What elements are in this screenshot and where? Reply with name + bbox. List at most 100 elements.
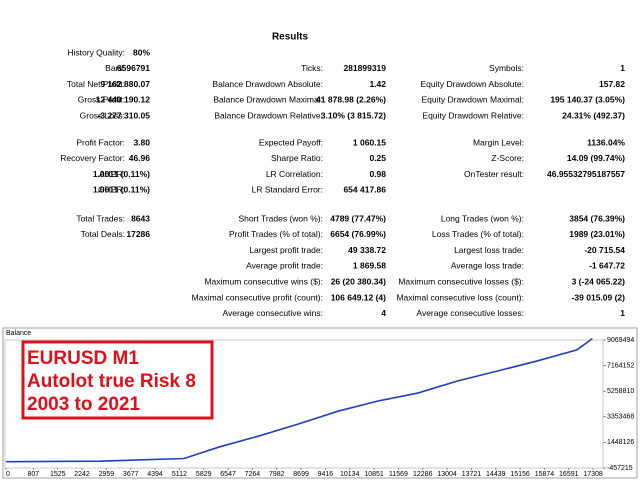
stat-label: Symbols:	[489, 63, 524, 73]
stat-label: Z-Score:	[491, 153, 524, 163]
annotation-line: EURUSD M1	[27, 348, 139, 369]
stat-label: Maximal consecutive profit (count):	[192, 292, 323, 302]
stat-value: 1	[620, 63, 625, 73]
stat-label: Total Deals:	[81, 229, 125, 239]
stat-label: Average consecutive wins:	[223, 308, 323, 318]
stat-value: 157.82	[599, 79, 625, 89]
stat-label: Loss Trades (% of total):	[432, 229, 524, 239]
stat-value: 24.31% (492.37)	[562, 110, 625, 120]
y-tick-label: -457215	[607, 465, 633, 472]
stat-value: 80%	[133, 47, 150, 57]
stat-value: 9 162 880.07	[100, 79, 150, 89]
x-tick-label: 17308	[583, 471, 603, 478]
stat-label: LR Standard Error:	[252, 185, 323, 195]
x-tick-label: 14439	[486, 471, 506, 478]
stat-value: 281899319	[343, 63, 386, 73]
stat-label: AHPR:	[99, 169, 125, 179]
stat-value: 12 440 190.12	[96, 95, 151, 105]
stat-value: 17286	[126, 229, 150, 239]
x-tick-label: 3677	[123, 471, 139, 478]
stat-value: 1.0011 (0.11%)	[93, 169, 150, 179]
y-tick-label: 5258810	[607, 388, 634, 395]
stat-value: -39 015.09 (2)	[572, 292, 626, 302]
stat-value: 1136.04%	[587, 137, 625, 147]
stat-label: Balance Drawdown Relative:	[214, 110, 323, 120]
stat-value: -1 647.72	[589, 261, 625, 271]
stat-label: Profit Trades (% of total):	[229, 229, 323, 239]
plot-area	[4, 339, 604, 469]
x-tick-label: 5829	[196, 471, 212, 478]
stat-label: Balance Drawdown Maximal:	[213, 95, 323, 105]
stat-value: 1 869.58	[353, 261, 386, 271]
x-tick-label: 13721	[462, 471, 482, 478]
y-tick-label: 1448126	[607, 439, 634, 446]
stat-value: 3.80	[133, 137, 150, 147]
x-tick-label: 6547	[220, 471, 236, 478]
annotation-line: Autolot true Risk 8	[27, 371, 196, 392]
stat-value: 3 (-24 065.22)	[572, 276, 626, 286]
stat-label: Ticks:	[301, 63, 323, 73]
stat-label: Margin Level:	[473, 137, 524, 147]
stat-value: -3 277 310.05	[98, 110, 151, 120]
stat-value: 3854 (76.39%)	[569, 213, 625, 223]
stat-value: 1	[620, 308, 625, 318]
y-tick-label: 7164152	[607, 362, 634, 369]
stat-label: Recovery Factor:	[60, 153, 125, 163]
chart-title: Balance	[6, 330, 31, 337]
x-tick-label: 4394	[147, 471, 163, 478]
x-tick-label: 9416	[318, 471, 334, 478]
x-tick-label: 12286	[413, 471, 433, 478]
x-tick-label: 807	[28, 471, 40, 478]
stat-value: 8643	[131, 213, 150, 223]
stat-value: 195 140.37 (3.05%)	[550, 95, 625, 105]
stat-value: 654 417.86	[343, 185, 386, 195]
stat-label: LR Correlation:	[266, 169, 323, 179]
stat-value: 6596791	[117, 63, 150, 73]
x-tick-label: 1525	[50, 471, 66, 478]
stat-label: History Quality:	[67, 47, 125, 57]
stat-value: 46.96	[129, 153, 151, 163]
stat-label: Average loss trade:	[451, 261, 524, 271]
stat-label: Profit Factor:	[76, 137, 125, 147]
balance-line	[5, 337, 593, 463]
stat-label: Largest profit trade:	[249, 245, 323, 255]
stat-value: 4789 (77.47%)	[330, 213, 386, 223]
stat-value: -20 715.54	[584, 245, 625, 255]
stat-label: Maximum consecutive losses ($):	[398, 276, 524, 286]
stat-label: Average consecutive losses:	[416, 308, 524, 318]
x-tick-label: 2959	[99, 471, 115, 478]
stat-value: 41 878.98 (2.26%)	[316, 95, 386, 105]
stat-label: Total Trades:	[76, 213, 125, 223]
y-tick-label: 9069494	[607, 337, 634, 344]
x-tick-label: 2242	[74, 471, 90, 478]
stat-label: Average profit trade:	[246, 261, 323, 271]
y-tick-label: 3353468	[607, 414, 634, 421]
stat-value: 0.25	[369, 153, 386, 163]
stat-value: 1.42	[369, 79, 386, 89]
stat-value: 26 (20 380.34)	[331, 276, 386, 286]
stat-value: 6654 (76.99%)	[330, 229, 386, 239]
stat-value: 1989 (23.01%)	[569, 229, 625, 239]
x-tick-label: 8699	[293, 471, 309, 478]
stat-label: Maximum consecutive wins ($):	[204, 276, 323, 286]
x-tick-label: 5112	[172, 471, 187, 478]
stat-label: Expected Payoff:	[259, 137, 323, 147]
stat-label: Gross Profit:	[78, 95, 125, 105]
x-tick-label: 7982	[269, 471, 285, 478]
stat-label: Equity Drawdown Maximal:	[421, 95, 524, 105]
stat-label: Gross Loss:	[80, 110, 125, 120]
annotation-box	[21, 340, 214, 420]
stat-value: 106 649.12 (4)	[331, 292, 386, 302]
stat-label: Short Trades (won %):	[238, 213, 323, 223]
stat-label: Total Net Profit:	[67, 79, 125, 89]
annotation-line: 2003 to 2021	[27, 394, 140, 415]
x-tick-label: 13004	[437, 471, 457, 478]
stat-label: Equity Drawdown Absolute:	[421, 79, 524, 89]
x-tick-label: 10851	[364, 471, 384, 478]
x-tick-label: 15874	[535, 471, 555, 478]
stat-label: OnTester result:	[464, 169, 524, 179]
stat-label: Equity Drawdown Relative:	[422, 110, 524, 120]
x-tick-label: 11569	[389, 471, 408, 478]
